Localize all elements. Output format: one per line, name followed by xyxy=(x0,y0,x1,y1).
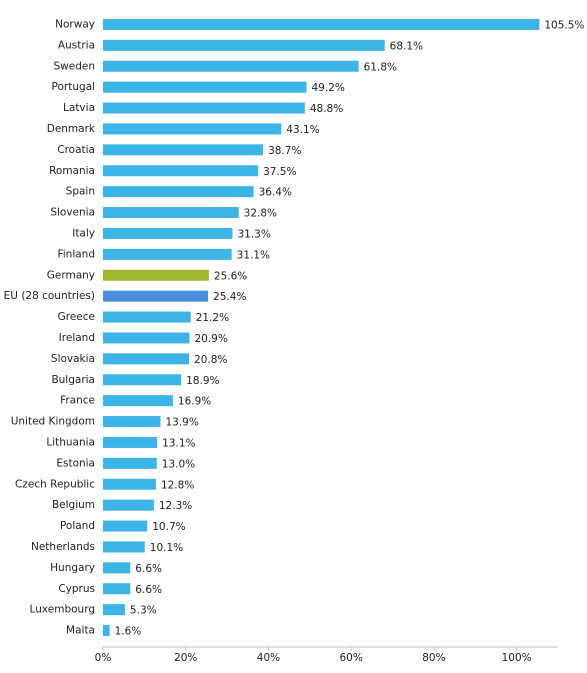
y-tick-label: Romania xyxy=(49,165,95,177)
y-tick-label: Ireland xyxy=(59,332,95,344)
value-label: 1.6% xyxy=(115,626,142,638)
y-tick-label: Croatia xyxy=(57,144,95,156)
x-tick-label: 60% xyxy=(340,652,363,664)
bar xyxy=(103,436,158,448)
y-tick-label: Germany xyxy=(47,269,95,281)
value-label: 32.8% xyxy=(244,208,277,220)
value-label: 10.1% xyxy=(150,542,183,554)
value-label: 25.4% xyxy=(213,291,246,303)
y-tick-label: Austria xyxy=(58,39,95,51)
y-tick-label: France xyxy=(60,395,95,407)
bar xyxy=(103,353,190,365)
value-label: 61.8% xyxy=(364,61,397,73)
value-label: 49.2% xyxy=(312,82,345,94)
bar xyxy=(103,395,173,407)
y-tick-label: Portugal xyxy=(52,81,96,93)
value-label: 18.9% xyxy=(186,375,219,387)
y-tick-label: United Kingdom xyxy=(11,416,95,428)
bar xyxy=(103,311,191,323)
bar xyxy=(103,186,254,198)
bar xyxy=(103,248,232,260)
value-label: 13.0% xyxy=(162,458,195,470)
y-tick-label: Cyprus xyxy=(58,583,95,595)
x-tick-label: 80% xyxy=(422,652,445,664)
y-tick-label: Denmark xyxy=(47,123,96,135)
value-label: 6.6% xyxy=(135,584,162,596)
value-label: 20.8% xyxy=(194,354,227,366)
value-label: 68.1% xyxy=(390,40,423,52)
bar xyxy=(103,18,540,30)
y-tick-label: Slovakia xyxy=(51,353,95,365)
y-tick-label: Belgium xyxy=(52,499,95,511)
y-tick-label: Hungary xyxy=(50,562,95,574)
y-tick-label: Netherlands xyxy=(31,541,95,553)
value-label: 16.9% xyxy=(178,396,211,408)
value-label: 12.3% xyxy=(159,500,192,512)
bar xyxy=(103,144,264,156)
bar xyxy=(103,81,307,93)
value-label: 5.3% xyxy=(130,605,157,617)
bar xyxy=(103,102,305,114)
bar xyxy=(103,583,131,595)
bar xyxy=(103,625,110,637)
x-tick-label: 40% xyxy=(257,652,280,664)
y-tick-label: Spain xyxy=(66,186,95,198)
y-tick-label: Italy xyxy=(72,227,95,239)
bar xyxy=(103,416,161,428)
y-tick-label: Bulgaria xyxy=(51,374,95,386)
value-label: 13.9% xyxy=(165,417,198,429)
y-tick-label: Lithuania xyxy=(46,436,95,448)
value-label: 6.6% xyxy=(135,563,162,575)
value-label: 31.1% xyxy=(237,249,270,261)
y-tick-label: Norway xyxy=(55,18,95,30)
value-label: 31.3% xyxy=(237,228,270,240)
value-label: 36.4% xyxy=(259,187,292,199)
value-label: 43.1% xyxy=(286,124,319,136)
value-label: 10.7% xyxy=(152,521,185,533)
y-tick-label: Luxembourg xyxy=(30,604,95,616)
y-tick-label: Poland xyxy=(60,520,95,532)
value-label: 20.9% xyxy=(194,333,227,345)
value-label: 105.5% xyxy=(544,19,584,31)
bar xyxy=(103,332,190,344)
bar xyxy=(103,541,145,553)
bar xyxy=(103,478,156,490)
y-tick-label: EU (28 countries) xyxy=(4,290,95,302)
y-tick-label: Czech Republic xyxy=(15,478,95,490)
bar xyxy=(103,39,385,51)
y-tick-label: Malta xyxy=(66,625,95,637)
y-tick-label: Latvia xyxy=(63,102,95,114)
bar xyxy=(103,227,233,239)
y-tick-label: Sweden xyxy=(54,60,96,72)
bar xyxy=(103,165,259,177)
y-tick-label: Slovenia xyxy=(50,207,95,219)
value-label: 13.1% xyxy=(162,437,195,449)
bar xyxy=(103,207,239,219)
value-label: 37.5% xyxy=(263,166,296,178)
bar xyxy=(103,123,282,135)
x-tick-label: 100% xyxy=(502,652,532,664)
value-label: 38.7% xyxy=(268,145,301,157)
bar xyxy=(103,520,148,532)
bar xyxy=(103,562,131,574)
bar xyxy=(103,374,182,386)
bar xyxy=(103,60,359,72)
bar xyxy=(103,457,157,469)
value-label: 48.8% xyxy=(310,103,343,115)
y-tick-label: Greece xyxy=(58,311,95,323)
bar xyxy=(103,499,154,511)
value-label: 25.6% xyxy=(214,270,247,282)
x-tick-label: 20% xyxy=(174,652,197,664)
x-tick-label: 0% xyxy=(95,652,112,664)
bar xyxy=(103,604,125,616)
y-tick-label: Finland xyxy=(57,248,95,260)
value-label: 12.8% xyxy=(161,479,194,491)
value-label: 21.2% xyxy=(196,312,229,324)
y-tick-label: Estonia xyxy=(56,457,95,469)
bar xyxy=(103,290,209,302)
bar xyxy=(103,269,209,281)
